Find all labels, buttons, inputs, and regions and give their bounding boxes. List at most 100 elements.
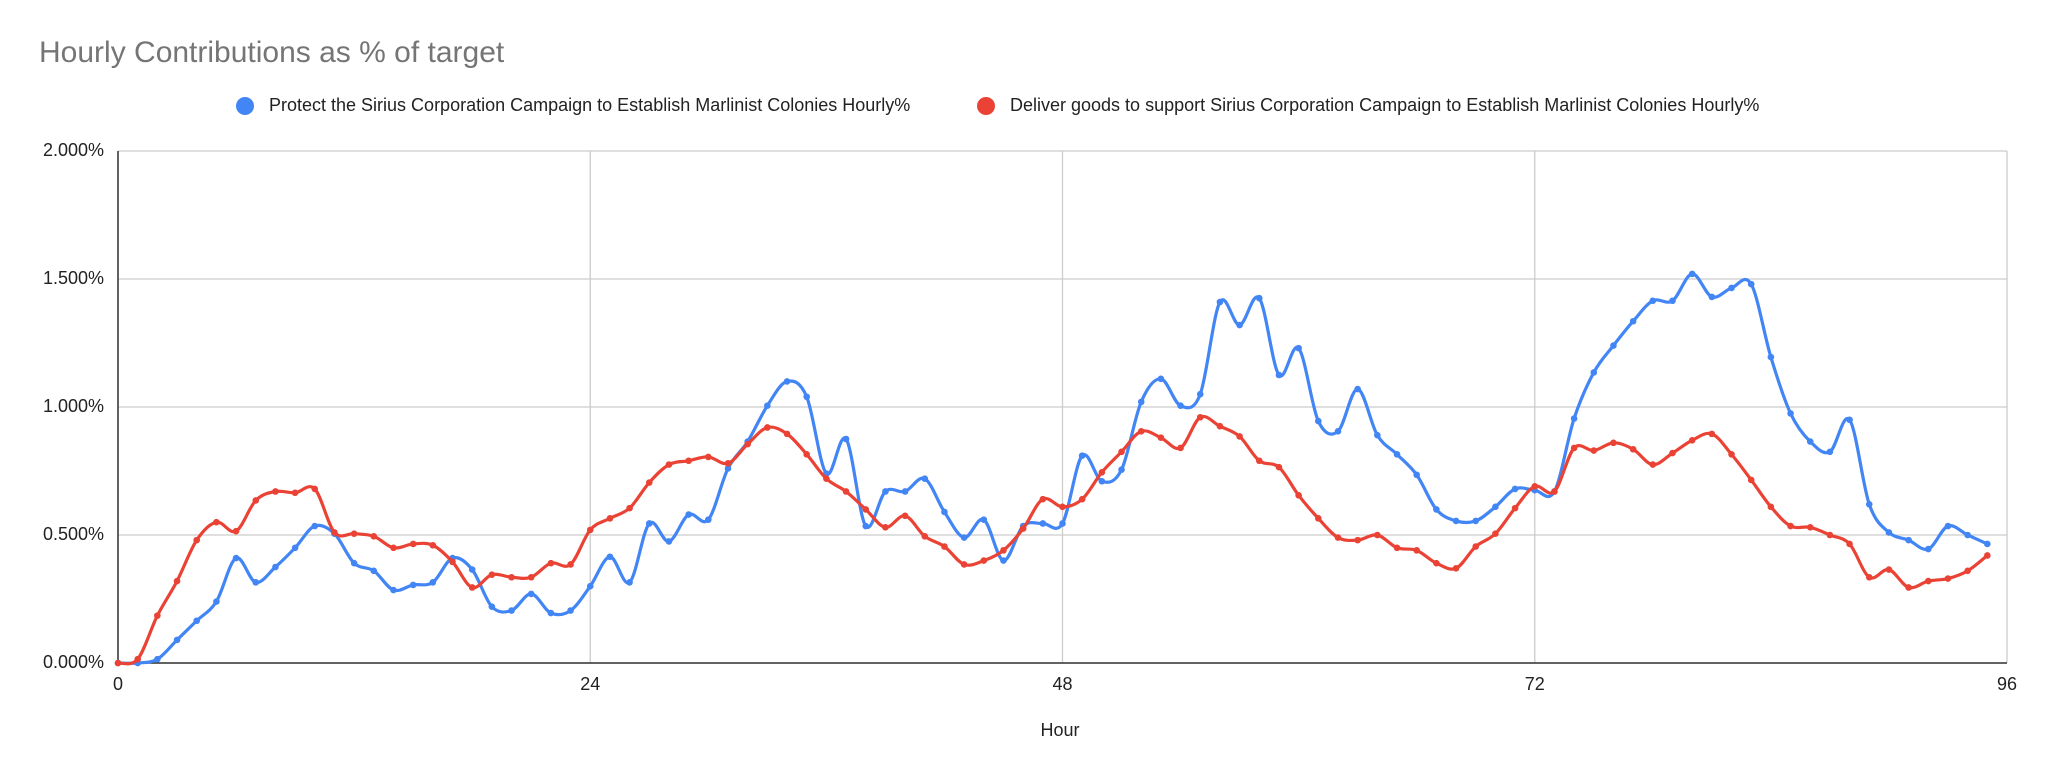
point	[1000, 557, 1007, 564]
point	[1157, 375, 1165, 383]
point	[941, 543, 948, 550]
point	[1196, 413, 1204, 421]
y-tick-label: 0.500%	[43, 524, 104, 544]
point	[941, 508, 948, 516]
point	[1059, 503, 1066, 511]
point	[1078, 452, 1086, 459]
point	[1492, 503, 1499, 511]
point	[1905, 584, 1912, 591]
point	[842, 488, 850, 495]
point	[272, 563, 279, 571]
point	[213, 518, 220, 526]
point	[1354, 536, 1361, 544]
point	[1137, 398, 1145, 406]
point	[960, 534, 968, 541]
point	[1078, 495, 1086, 503]
point	[1610, 439, 1617, 447]
point	[1019, 525, 1027, 532]
point	[1728, 284, 1735, 292]
point	[1137, 428, 1145, 435]
point	[645, 520, 653, 527]
point	[862, 506, 870, 513]
point	[1039, 495, 1047, 503]
point	[1236, 433, 1243, 440]
point	[1629, 317, 1637, 325]
y-tick-label: 1.500%	[43, 268, 104, 288]
point	[1826, 448, 1834, 456]
point	[567, 607, 574, 614]
point	[842, 435, 850, 443]
point	[1570, 444, 1578, 452]
point	[1275, 463, 1283, 471]
point	[1255, 457, 1263, 465]
point	[527, 573, 535, 581]
point	[154, 655, 161, 663]
point	[1944, 522, 1952, 530]
point	[1315, 417, 1322, 425]
point	[488, 603, 496, 610]
point	[882, 524, 889, 531]
point	[1216, 422, 1224, 430]
point	[232, 554, 240, 562]
point	[606, 553, 614, 561]
line	[117, 414, 1989, 666]
point	[1708, 430, 1716, 438]
point	[567, 561, 574, 568]
point	[1334, 534, 1342, 541]
point	[1472, 517, 1480, 525]
point	[488, 571, 496, 578]
legend-label: Deliver goods to support Sirius Corporat…	[1010, 95, 1759, 115]
point	[803, 451, 810, 458]
point	[1688, 436, 1696, 444]
point	[1039, 520, 1047, 527]
chart-title: Hourly Contributions as % of target	[39, 36, 505, 69]
point	[1433, 559, 1440, 567]
point	[1846, 416, 1853, 424]
point	[823, 475, 830, 482]
point	[1354, 385, 1361, 393]
point	[1649, 297, 1657, 305]
point	[724, 465, 732, 472]
point	[1452, 564, 1460, 572]
point	[449, 558, 456, 566]
x-tick-label: 0	[113, 674, 123, 694]
point	[1196, 390, 1204, 398]
point	[1295, 492, 1302, 499]
point	[1964, 531, 1971, 539]
point	[1393, 451, 1401, 458]
point	[508, 573, 515, 581]
point	[1767, 503, 1775, 511]
point	[508, 607, 515, 614]
point	[705, 516, 712, 523]
y-tick-label: 2.000%	[43, 140, 104, 160]
point	[1236, 321, 1243, 329]
point	[390, 586, 397, 594]
point	[1865, 573, 1873, 581]
point	[1511, 504, 1519, 512]
point	[1059, 520, 1066, 527]
y-tick-label: 0.000%	[43, 652, 104, 672]
point	[960, 561, 968, 568]
point	[626, 504, 633, 512]
point	[154, 612, 161, 619]
point	[1334, 428, 1342, 435]
point	[1669, 297, 1676, 305]
point	[468, 566, 476, 573]
point	[527, 590, 535, 598]
point	[901, 488, 909, 495]
point	[232, 527, 240, 535]
point	[1728, 451, 1735, 458]
point	[1747, 476, 1755, 484]
point	[1177, 402, 1184, 410]
point	[409, 540, 417, 548]
point	[1747, 280, 1755, 288]
point	[685, 511, 692, 518]
point	[901, 512, 909, 520]
point	[370, 567, 378, 575]
x-tick-label: 72	[1525, 674, 1545, 694]
point	[1315, 515, 1322, 522]
point	[1688, 270, 1696, 278]
point	[1393, 544, 1401, 552]
point	[1472, 543, 1480, 550]
